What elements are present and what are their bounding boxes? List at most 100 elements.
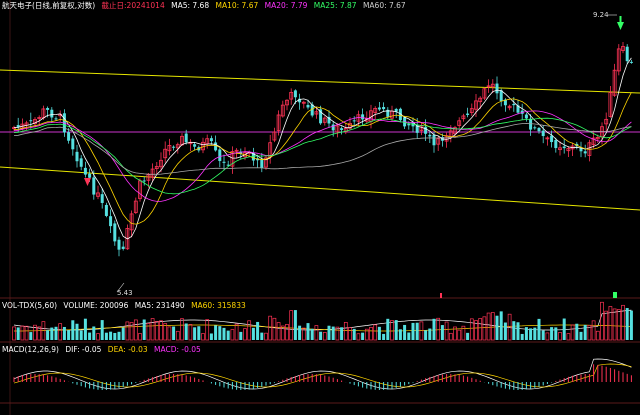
candle-body [516, 105, 520, 113]
volume-bar [407, 332, 411, 340]
candle-body [100, 194, 104, 203]
candle-body [331, 124, 335, 131]
candle-body [289, 91, 294, 100]
candle-body [142, 180, 146, 182]
volume-bar [478, 318, 483, 341]
candle-body [146, 174, 151, 181]
volume-bar [386, 318, 390, 340]
candle-body [54, 118, 58, 120]
vol-indicator-name: VOL-TDX(5,60) [2, 301, 58, 310]
macd-indicator-name: MACD(12,26,9) [2, 345, 59, 354]
candle-body [33, 119, 37, 125]
candle-body [608, 92, 613, 117]
volume-bar [289, 310, 294, 341]
candle-body [133, 200, 138, 213]
macd-header: MACD(12,26,9) DIF: -0.05 DEA: -0.03 MACD… [2, 345, 205, 354]
candle-body [67, 132, 71, 141]
candle-body [495, 83, 499, 94]
candle-body [218, 149, 222, 162]
candle-body [529, 118, 533, 130]
volume-bar [604, 310, 609, 341]
volume-bar [352, 328, 356, 340]
volume-bar [600, 301, 604, 341]
volume-bar [322, 332, 327, 341]
volume-bar [276, 322, 281, 341]
volume-bar [37, 326, 42, 341]
volume-bar [83, 318, 87, 340]
candle-body [92, 177, 96, 195]
volume-bar [71, 320, 75, 340]
volume-bar [142, 319, 146, 340]
main-chart-header: 航天电子(日线,前复权,对数) 截止日:20241014 MA5: 7.68 M… [2, 1, 410, 10]
volume-bar [550, 327, 554, 340]
candle-body [222, 161, 226, 163]
ma25-line [13, 117, 632, 195]
volume-bar [256, 321, 260, 340]
volume-bar [461, 325, 466, 341]
candle-body [104, 204, 108, 216]
volume-bar [411, 322, 415, 340]
volume-bar [92, 326, 96, 340]
dea-value: DEA: -0.03 [107, 345, 148, 354]
volume-header: VOL-TDX(5,60) VOLUME: 200096 MA5: 231490… [2, 301, 250, 310]
volume-bar [562, 318, 566, 340]
candle-body [276, 114, 281, 131]
volume-bar [226, 330, 230, 340]
ma5-line [13, 57, 632, 240]
volume-bar [150, 318, 155, 341]
candle-body [16, 125, 20, 128]
candle-body [239, 151, 243, 155]
volume-bar [394, 320, 398, 340]
candle-body [444, 135, 449, 142]
volume-bar [154, 321, 159, 341]
candle-body [486, 85, 491, 88]
volume-bar [306, 323, 310, 340]
volume-bar [629, 310, 633, 340]
volume-bar [117, 331, 121, 340]
volume-bar [138, 333, 142, 341]
candle-body [310, 104, 314, 116]
candle-body [264, 157, 268, 168]
volume-bar [247, 320, 252, 341]
volume-bar [541, 330, 545, 340]
candle-body [428, 134, 432, 137]
candle-body [625, 46, 629, 62]
volume-bar [121, 327, 125, 340]
volume-bar [335, 326, 340, 341]
stock-name: 航天电子(日线,前复权,对数) [2, 1, 96, 10]
volume-bar [310, 328, 314, 340]
volume-bar [361, 332, 365, 340]
low-price-label: 5.43 [117, 289, 133, 297]
volume-bar [444, 321, 449, 341]
candle-body [490, 83, 495, 88]
volume-bar [579, 331, 583, 340]
candle-body [327, 116, 331, 124]
candle-body [113, 223, 117, 242]
candle-body [558, 147, 562, 151]
candle-body [301, 101, 306, 104]
volume-bar [554, 327, 558, 340]
volume-bar [301, 327, 306, 341]
volume-bar [88, 332, 92, 340]
candlesticks [12, 42, 633, 257]
candle-body [314, 111, 319, 115]
candle-body [386, 109, 390, 117]
volume-bar [113, 332, 117, 340]
volume-bar [16, 327, 20, 340]
volume-bar [415, 322, 419, 340]
candle-body [595, 137, 600, 140]
candle-body [117, 239, 121, 250]
volume-bar [175, 330, 180, 341]
candle-body [29, 120, 33, 122]
candle-body [629, 61, 633, 63]
candle-body [319, 109, 323, 124]
volume-bars [12, 301, 633, 341]
chart-markers [84, 14, 624, 298]
volume-bar [184, 323, 188, 340]
low-leader-line [116, 282, 125, 293]
candle-body [616, 48, 621, 72]
volume-bar [457, 329, 462, 341]
candle-body [167, 144, 172, 152]
